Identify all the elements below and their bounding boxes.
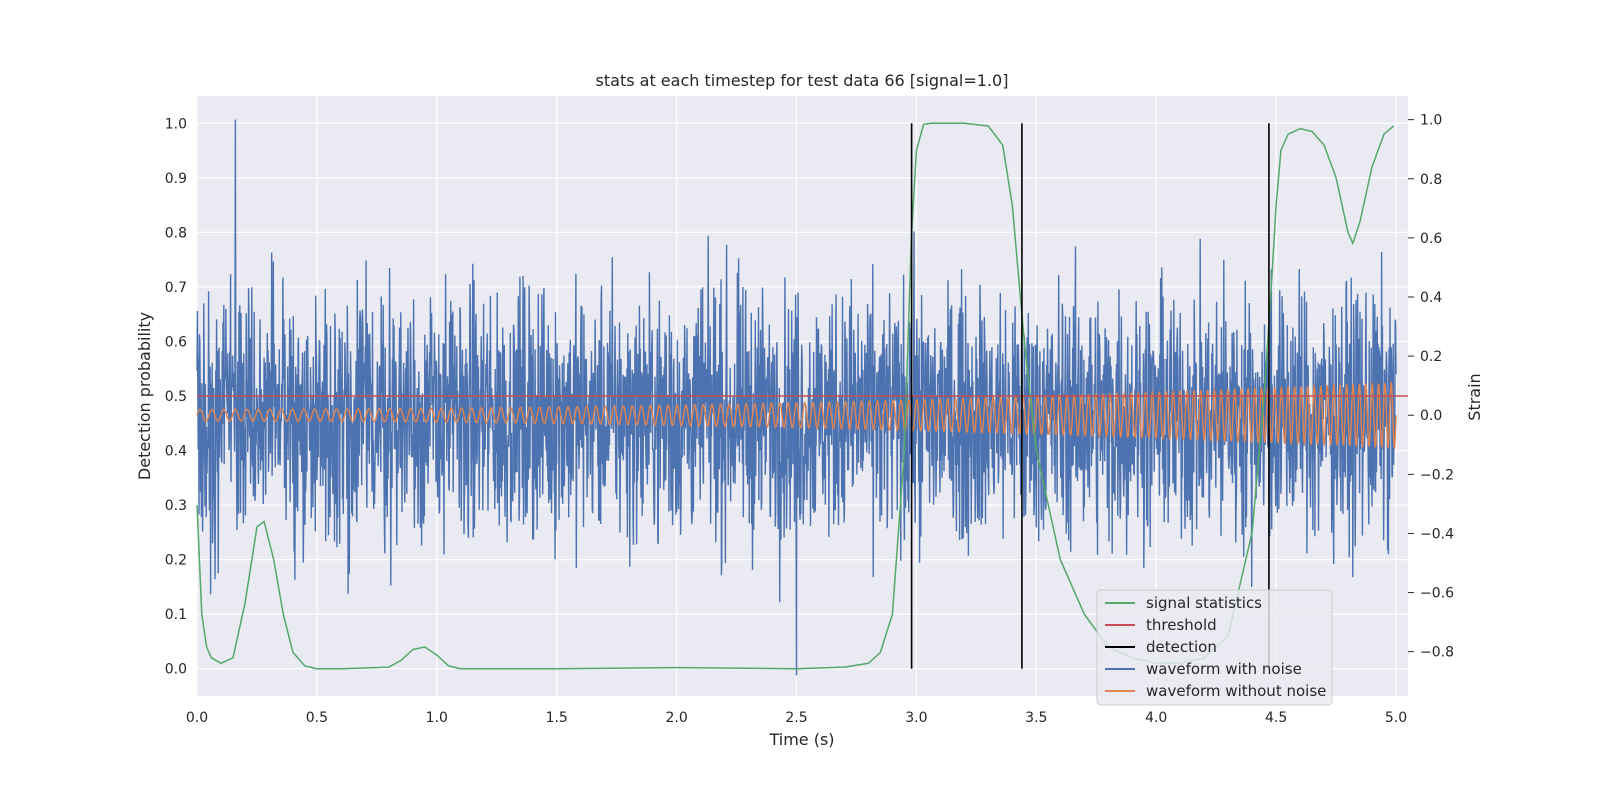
right-y-tick-label: 0.2 — [1420, 349, 1442, 365]
right-y-axis-label: Strain — [1465, 373, 1484, 420]
x-tick-label: 2.0 — [665, 710, 687, 726]
legend-box — [1096, 589, 1333, 706]
right-y-axis-ticks: −0.8 −0.6 −0.4 −0.2 0.0 0.2 0.4 0.6 0.8 1.0 — [1408, 113, 1454, 661]
left-y-tick-label: 0.6 — [165, 334, 187, 350]
left-y-axis-ticks: 0.0 0.1 0.2 0.3 0.4 0.5 0.6 0.7 0.8 0.9 1.0 — [165, 116, 187, 677]
legend: signal statistics threshold detection wa… — [1096, 589, 1333, 706]
series-layer — [196, 119, 1408, 676]
x-tick-label: 0.5 — [306, 710, 328, 726]
x-axis-label: Time (s) — [768, 730, 834, 749]
x-tick-label: 4.0 — [1145, 710, 1167, 726]
left-y-tick-label: 0.5 — [165, 389, 187, 405]
x-tick-label: 3.5 — [1025, 710, 1047, 726]
left-y-tick-label: 0.0 — [165, 662, 187, 678]
right-y-tick-label: −0.4 — [1420, 526, 1454, 542]
legend-label-waveform-with-noise: waveform with noise — [1146, 660, 1302, 678]
left-y-tick-label: 0.1 — [165, 607, 187, 623]
detection-lines — [910, 123, 1270, 669]
x-tick-label: 1.5 — [546, 710, 568, 726]
signal-statistics-line — [196, 122, 1395, 670]
legend-label-threshold: threshold — [1146, 616, 1217, 634]
right-y-tick-label: 0.6 — [1420, 231, 1442, 247]
right-y-tick-label: 1.0 — [1420, 113, 1442, 129]
legend-label-detection: detection — [1146, 638, 1217, 656]
x-tick-label: 1.0 — [426, 710, 448, 726]
x-tick-label: 2.5 — [785, 710, 807, 726]
left-y-tick-label: 0.7 — [165, 280, 187, 296]
chart-title: stats at each timestep for test data 66 … — [596, 71, 1009, 90]
waveform-with-noise-line — [196, 119, 1397, 676]
left-y-tick-label: 0.3 — [165, 498, 187, 514]
x-tick-label: 3.0 — [905, 710, 927, 726]
x-tick-label: 0.0 — [186, 710, 208, 726]
left-y-tick-label: 0.4 — [165, 444, 187, 460]
left-y-tick-label: 0.2 — [165, 553, 187, 569]
waveform-without-noise-line — [196, 380, 1397, 451]
left-y-tick-label: 1.0 — [165, 116, 187, 132]
x-tick-label: 4.5 — [1265, 710, 1287, 726]
right-y-tick-label: −0.2 — [1420, 467, 1454, 483]
right-y-tick-label: 0.8 — [1420, 172, 1442, 188]
left-y-axis-label: Detection probability — [135, 312, 154, 480]
x-axis-ticks: 0.0 0.5 1.0 1.5 2.0 2.5 3.0 3.5 4.0 4.5 5.0 — [186, 710, 1407, 726]
legend-label-waveform-without-noise: waveform without noise — [1146, 682, 1326, 700]
legend-label-signal-statistics: signal statistics — [1146, 594, 1262, 612]
right-y-tick-label: 0.4 — [1420, 290, 1442, 306]
left-y-tick-label: 0.8 — [165, 225, 187, 241]
right-y-tick-label: −0.8 — [1420, 645, 1454, 661]
left-y-tick-label: 0.9 — [165, 171, 187, 187]
x-tick-label: 5.0 — [1385, 710, 1407, 726]
right-y-tick-label: −0.6 — [1420, 586, 1454, 602]
right-y-tick-label: 0.0 — [1420, 408, 1442, 424]
